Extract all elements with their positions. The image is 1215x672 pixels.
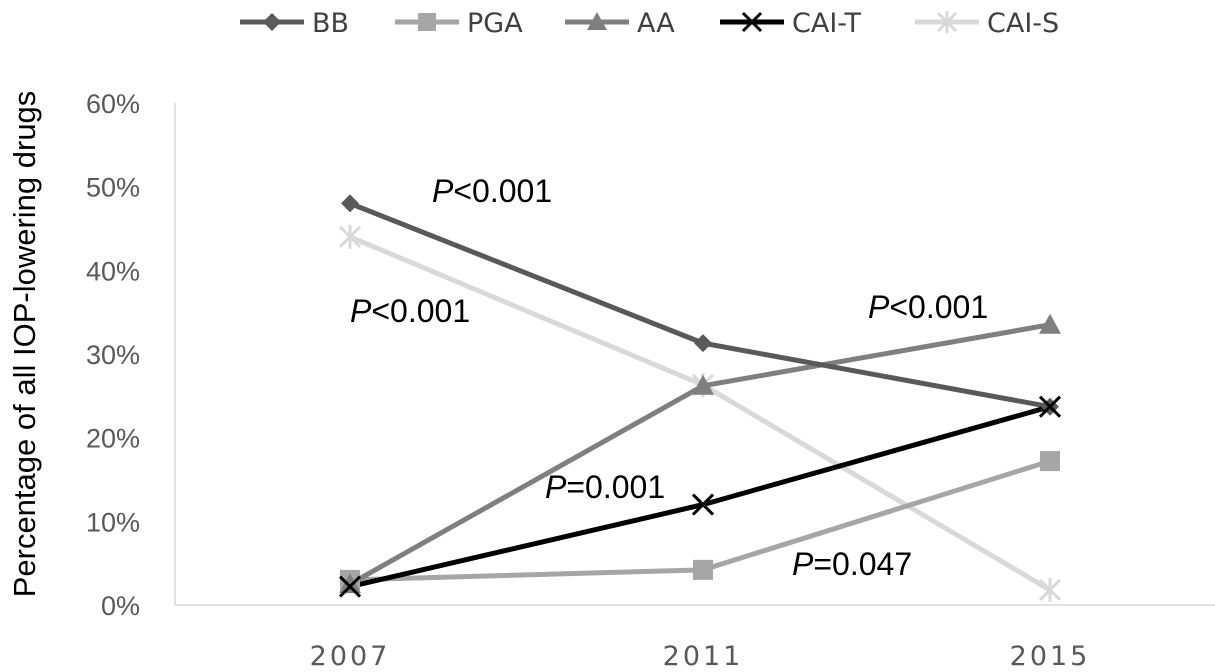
p-value-label: P<0.001 — [432, 173, 552, 209]
data-point-aa — [692, 374, 714, 395]
legend-marker — [741, 11, 763, 33]
legend-label: PGA — [467, 8, 523, 39]
legend-marker — [263, 13, 281, 31]
x-tick-label: 2015 — [1010, 641, 1091, 672]
y-axis-label: Percentage of all IOP-lowering drugs — [7, 91, 42, 598]
legend-marker — [587, 12, 607, 30]
legend-label: CAI-S — [987, 8, 1059, 39]
p-value-annotations: P<0.001 P<0.001 P<0.001 P=0.001 P=0.047 — [350, 173, 988, 582]
series-line-aa — [348, 322, 1051, 587]
data-point-pga — [1040, 451, 1060, 472]
data-point-bb — [341, 194, 359, 213]
legend-label: CAI-T — [792, 8, 862, 39]
x-tick-label: 2011 — [663, 641, 744, 672]
p-value-label: P=0.001 — [545, 469, 665, 505]
data-point-cai-s — [338, 224, 362, 249]
y-tick-label: 50% — [86, 173, 140, 203]
legend-label: BB — [312, 8, 349, 39]
legend: BB PGA AA CAI-T CAI-S — [240, 8, 1059, 39]
y-tick-label: 30% — [86, 340, 140, 370]
legend-label: AA — [637, 8, 675, 39]
y-tick-labels: 0% 10% 20% 30% 40% 50% 60% — [86, 89, 140, 621]
legend-item-aa: AA — [565, 8, 675, 39]
y-tick-label: 60% — [86, 89, 140, 119]
x-tick-labels: 2007 2011 2015 — [310, 641, 1091, 672]
x-tick-label: 2007 — [310, 641, 391, 672]
y-tick-label: 10% — [86, 507, 140, 537]
data-point-bb — [694, 334, 712, 353]
y-tick-label: 0% — [101, 591, 140, 621]
series-line-cai-t — [349, 404, 1051, 590]
p-value-label: P<0.001 — [350, 293, 470, 329]
data-point-pga — [693, 559, 713, 580]
legend-item-bb: BB — [240, 8, 349, 39]
data-point-cai-s — [1038, 577, 1062, 602]
series-lines — [348, 201, 1052, 593]
p-value-label: P<0.001 — [868, 289, 988, 325]
axes — [174, 103, 1215, 606]
data-point-cai-t — [691, 493, 715, 516]
legend-item-cai-s: CAI-S — [915, 8, 1059, 39]
data-point-cai-t — [1038, 395, 1062, 418]
series-markers — [338, 194, 1062, 602]
legend-marker — [418, 13, 436, 31]
legend-item-pga: PGA — [395, 8, 523, 39]
legend-marker — [936, 11, 958, 33]
data-point-aa — [339, 573, 361, 594]
data-point-cai-t — [338, 575, 362, 598]
y-tick-label: 20% — [86, 424, 140, 454]
p-value-label: P=0.047 — [792, 546, 912, 582]
legend-item-cai-t: CAI-T — [720, 8, 862, 39]
y-tick-label: 40% — [86, 256, 140, 286]
data-point-aa — [1039, 313, 1061, 334]
